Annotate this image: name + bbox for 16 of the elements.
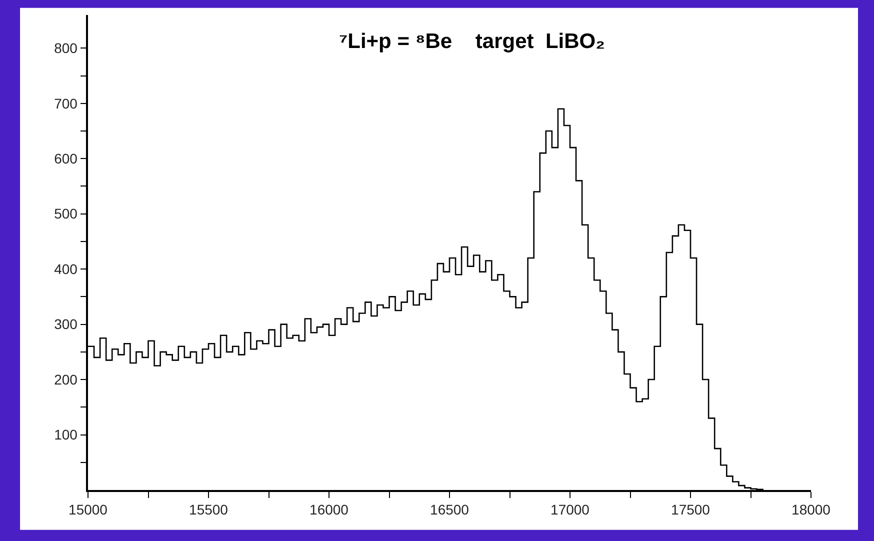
y-tick-label: 700 — [54, 95, 78, 112]
text: ⁷Li+p = ⁸Be target LiBO₂ — [338, 30, 605, 53]
y-tick-label: 600 — [54, 150, 78, 166]
x-tick-label: 17000 — [550, 502, 590, 518]
y-tick-label: 800 — [54, 40, 78, 56]
x-tick-label: 15500 — [189, 502, 228, 518]
x-tick-label: 16500 — [430, 502, 470, 518]
y-tick-label: 100 — [54, 426, 78, 443]
x-tick-label: 16000 — [310, 502, 349, 518]
y-tick-label: 300 — [54, 316, 78, 332]
x-tick-label: 15000 — [68, 502, 108, 518]
y-tick-label: 200 — [54, 371, 78, 388]
x-tick-label: 17500 — [671, 502, 710, 518]
y-tick-label: 500 — [54, 206, 78, 222]
y-tick-label: 400 — [54, 260, 78, 277]
x-tick-label: 18000 — [792, 502, 831, 518]
